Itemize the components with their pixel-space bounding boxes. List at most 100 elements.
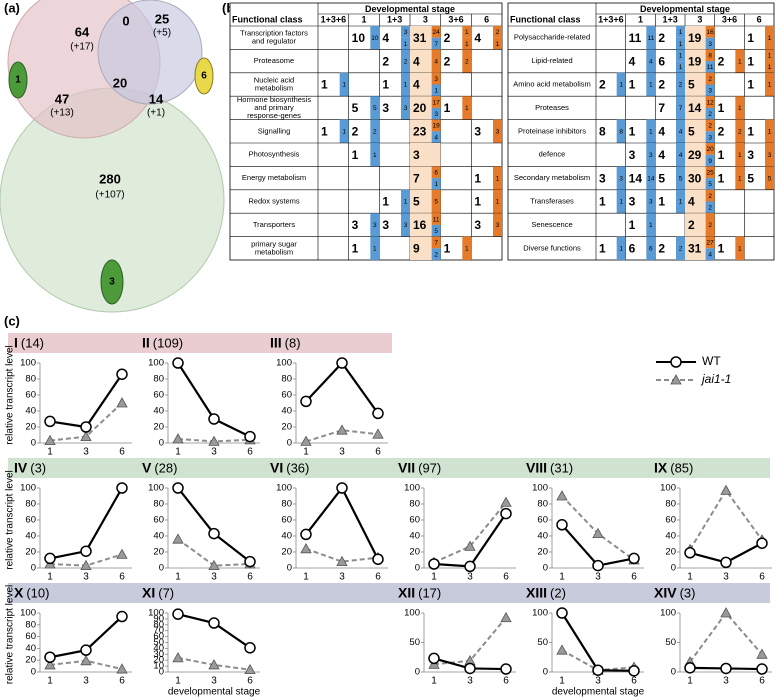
cell-sub-count: 1 — [465, 41, 469, 48]
cell-sub-box — [493, 166, 502, 190]
wt-marker — [500, 507, 512, 520]
y-tick-label: 40 — [665, 531, 676, 542]
y-tick-label: 40 — [153, 531, 164, 542]
wt-marker — [556, 519, 568, 531]
cell-sub-count: 8 — [619, 129, 623, 136]
cell-sub-count: 1 — [404, 82, 408, 89]
chart-title: I — [14, 335, 18, 351]
cell-sub-box — [735, 166, 745, 190]
cell-sub-box — [765, 49, 774, 62]
chart-title: II — [142, 335, 150, 351]
cell-count: 29 — [688, 148, 702, 162]
mutant-marker — [80, 559, 92, 570]
cell-sub-count: 5 — [768, 175, 772, 182]
cell-sub-count: 1 — [679, 41, 683, 48]
cell-sub-box — [431, 178, 441, 190]
cell-sub-box — [370, 143, 380, 167]
cell-sub-count: 4 — [679, 129, 683, 136]
wt-marker — [208, 617, 220, 629]
x-tick-label: 3 — [339, 572, 345, 583]
y-tick-label: 10 — [153, 661, 164, 672]
cell-sub-box — [370, 213, 380, 237]
cell-sub-box — [401, 189, 410, 214]
cell-sub-count: 4 — [649, 58, 653, 65]
cell-count: 4 — [658, 124, 665, 138]
legend-marker — [670, 374, 682, 385]
venn-extra: (+107) — [95, 190, 124, 201]
cell-sub-box — [705, 166, 715, 179]
cell-sub-box — [493, 26, 502, 38]
mutant-marker — [500, 611, 512, 623]
venn-circle — [97, 0, 203, 105]
x-tick-label: 6 — [119, 676, 125, 687]
cell-count: 3 — [474, 124, 481, 138]
cell-count: 6 — [658, 54, 665, 68]
cell-sub-box — [646, 26, 656, 50]
cell-sub-box — [705, 236, 715, 249]
cell-count: 2 — [718, 124, 725, 138]
column-header: 1 — [361, 14, 366, 24]
y-tick-label: 0 — [287, 563, 292, 574]
cell-sub-count: 3 — [404, 222, 408, 229]
cell-sub-count: 9 — [708, 158, 712, 165]
chart-subtitle: (31) — [550, 460, 573, 475]
y-tick-label: 20 — [25, 655, 36, 666]
series-line — [433, 501, 507, 564]
cell-sub-count: 3 — [619, 175, 623, 182]
mutant-marker — [336, 555, 348, 566]
cell-sub-box — [431, 213, 441, 225]
venn-count: 64 — [75, 24, 90, 39]
wt-marker — [500, 663, 512, 675]
cell-sub-count: 3 — [768, 152, 772, 159]
column-header: 1 — [638, 14, 643, 24]
cell-count: 2 — [718, 54, 725, 68]
y-tick-label: 100 — [404, 608, 420, 619]
cell-sub-box — [431, 84, 441, 97]
panel-label: (c) — [4, 313, 20, 328]
cell-sub-box — [431, 189, 441, 214]
wt-marker — [372, 553, 384, 565]
venn-count: 20 — [113, 75, 127, 90]
cell-count: 2 — [658, 241, 665, 255]
fruit-icon — [100, 259, 124, 305]
table-first-header: Functional class — [510, 14, 581, 24]
row-label: Transferases — [530, 196, 574, 205]
cell-count: 14 — [629, 171, 643, 185]
column-header: 1+3+6 — [598, 14, 624, 24]
y-tick-label: 0 — [543, 667, 548, 678]
cell-sub-box — [431, 236, 441, 249]
cell-sub-count: 1 — [465, 105, 469, 112]
row-label: primary sugar metabolism — [251, 239, 297, 256]
y-tick-label: 0 — [415, 667, 420, 678]
y-tick-label: 20 — [281, 547, 292, 558]
series-line — [305, 429, 379, 443]
table-first-header: Functional class — [232, 14, 303, 24]
y-tick-label: 20 — [281, 422, 292, 433]
cell-sub-count: 3 — [708, 88, 712, 95]
wt-marker — [592, 559, 604, 572]
y-tick-label: 0 — [159, 563, 164, 574]
cell-sub-count: 1 — [768, 129, 772, 136]
cell-count: 4 — [658, 148, 665, 162]
x-tick-label: 6 — [247, 447, 253, 458]
y-tick-label: 100 — [20, 483, 36, 494]
cell-sub-count: 5 — [434, 199, 438, 206]
cell-count: 3 — [747, 148, 754, 162]
cell-sub-box — [431, 107, 441, 120]
y-tick-label: 40 — [25, 406, 36, 417]
row-label: Proteases — [535, 103, 569, 112]
wt-marker — [116, 368, 128, 380]
cell-sub-count: 5 — [373, 105, 377, 112]
cell-sub-box — [616, 119, 626, 143]
cell-count: 1 — [444, 241, 451, 255]
cell-sub-count: 1 — [434, 88, 438, 95]
cell-count: 1 — [352, 148, 359, 162]
y-tick-label: 80 — [537, 499, 548, 510]
mutant-marker — [172, 533, 184, 544]
cell-sub-box — [705, 131, 715, 143]
y-tick-label: 60 — [537, 515, 548, 526]
cell-sub-box — [765, 166, 774, 190]
mutant-marker — [336, 424, 348, 435]
y-tick-label: 60 — [409, 515, 420, 526]
